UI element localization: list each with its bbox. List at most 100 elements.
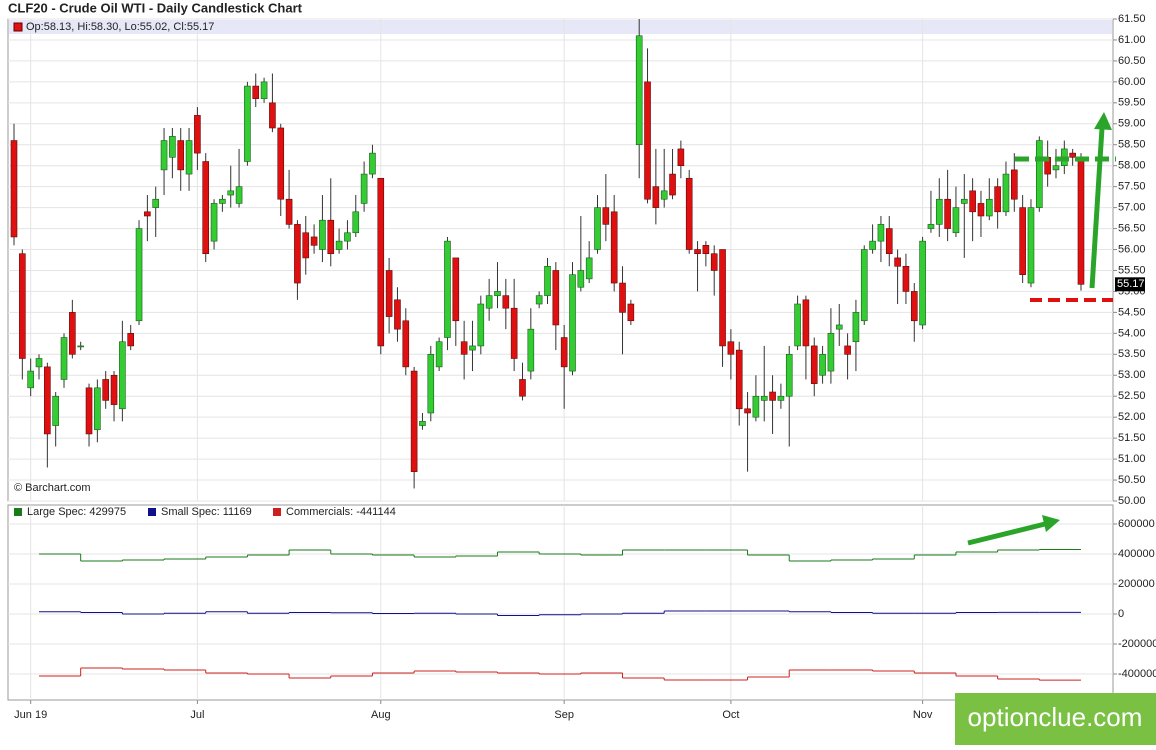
candle-body bbox=[477, 303, 485, 347]
y-tick-label: 54.50 bbox=[1118, 306, 1146, 318]
legend-band bbox=[9, 20, 1112, 34]
candle-body bbox=[335, 240, 343, 250]
candle-body bbox=[460, 341, 468, 355]
candle-body bbox=[402, 320, 410, 368]
legend-label: Small Spec: 11169 bbox=[161, 506, 252, 518]
candle-body bbox=[535, 295, 543, 305]
y-tick-label: -200000 bbox=[1118, 638, 1156, 650]
chart-title: CLF20 - Crude Oil WTI - Daily Candlestic… bbox=[8, 0, 303, 15]
arrowhead bbox=[1042, 515, 1060, 532]
candle-body bbox=[202, 161, 210, 255]
candle-body bbox=[544, 265, 551, 296]
candle-body bbox=[794, 303, 801, 347]
y-tick-label: 54.00 bbox=[1118, 327, 1146, 339]
y-tick-label: 56.50 bbox=[1118, 222, 1146, 234]
candle-body bbox=[960, 198, 968, 204]
candle-body bbox=[827, 333, 835, 372]
candle-body bbox=[510, 307, 518, 359]
price-tag-label: 55.17 bbox=[1117, 278, 1145, 290]
candle-body bbox=[177, 140, 185, 171]
candle-body bbox=[394, 299, 401, 330]
candle-body bbox=[627, 303, 635, 322]
candle-body bbox=[660, 190, 668, 200]
candle-body bbox=[160, 140, 168, 171]
candle-body bbox=[577, 270, 585, 288]
candle-body bbox=[435, 341, 443, 368]
grid bbox=[8, 18, 1117, 704]
candle-body bbox=[494, 291, 501, 296]
marks: 50.00 50.50 51.00 51.50 52.00 52.50 53.00 53.50… bbox=[10, 13, 1156, 721]
x-tick-label: Nov bbox=[913, 709, 933, 721]
candle-body bbox=[294, 224, 301, 284]
candle-body bbox=[852, 312, 860, 343]
y-tick-label: 57.00 bbox=[1118, 202, 1146, 214]
price-tag bbox=[1115, 277, 1145, 292]
candle-body bbox=[452, 257, 460, 322]
candle-body bbox=[702, 245, 710, 255]
y-tick-label: 52.00 bbox=[1118, 411, 1146, 423]
candle-body bbox=[135, 228, 143, 322]
candle-body bbox=[119, 341, 126, 410]
candle-body bbox=[244, 85, 251, 162]
candle-body bbox=[69, 312, 76, 355]
candle-body bbox=[410, 370, 418, 472]
candle-body bbox=[1002, 173, 1010, 213]
candle-body bbox=[210, 203, 218, 242]
y-tick-label: 61.00 bbox=[1118, 34, 1146, 46]
y-tick-label: 0 bbox=[1118, 608, 1124, 620]
candle-body bbox=[1069, 152, 1076, 158]
candle-body bbox=[194, 115, 201, 154]
candle-body bbox=[219, 198, 226, 204]
candle-body bbox=[835, 324, 843, 330]
candle-body bbox=[652, 186, 660, 208]
candle-body bbox=[52, 395, 59, 426]
watermark: optionclue.com bbox=[968, 702, 1143, 732]
candle-body bbox=[994, 186, 1001, 213]
candle-body bbox=[60, 337, 68, 380]
candle-body bbox=[344, 232, 351, 242]
candle-body bbox=[1019, 207, 1026, 275]
y-tick-label: 53.00 bbox=[1118, 369, 1146, 381]
candle-body bbox=[519, 379, 526, 397]
candle-body bbox=[527, 328, 535, 372]
candle-body bbox=[427, 354, 435, 414]
candle-body bbox=[102, 379, 109, 401]
candle-body bbox=[85, 387, 93, 435]
y-tick-label: 50.00 bbox=[1118, 495, 1146, 507]
candle-body bbox=[377, 177, 385, 347]
candle-body bbox=[944, 198, 951, 229]
y-tick-label: 59.50 bbox=[1118, 97, 1146, 109]
candle-body bbox=[760, 395, 768, 401]
candle-body bbox=[360, 173, 368, 204]
candle-body bbox=[485, 295, 493, 309]
candle-body bbox=[277, 127, 285, 200]
candle-body bbox=[610, 211, 618, 284]
candle-body bbox=[10, 140, 18, 238]
candle-body bbox=[569, 274, 576, 372]
candle-body bbox=[985, 198, 993, 217]
candle-body bbox=[319, 219, 326, 250]
candle-body bbox=[935, 198, 943, 225]
x-tick-label: Oct bbox=[722, 709, 739, 721]
candle-body bbox=[919, 240, 926, 326]
candle-body bbox=[94, 387, 101, 431]
candle-body bbox=[419, 421, 426, 426]
candle-body bbox=[860, 249, 868, 322]
candle-body bbox=[694, 249, 701, 255]
candle-body bbox=[727, 341, 735, 355]
candle-body bbox=[894, 257, 901, 267]
y-tick-label: 61.50 bbox=[1118, 13, 1146, 25]
y-tick-label: 56.00 bbox=[1118, 243, 1146, 255]
candle-body bbox=[127, 333, 135, 347]
candle-body bbox=[185, 140, 193, 175]
candle-body bbox=[35, 358, 43, 368]
arrowhead bbox=[1094, 112, 1112, 130]
candle-body bbox=[169, 136, 176, 158]
y-tick-label: 52.50 bbox=[1118, 390, 1146, 402]
candle-body bbox=[977, 203, 985, 217]
candle-body bbox=[44, 366, 51, 435]
x-tick-label: Aug bbox=[371, 709, 391, 721]
